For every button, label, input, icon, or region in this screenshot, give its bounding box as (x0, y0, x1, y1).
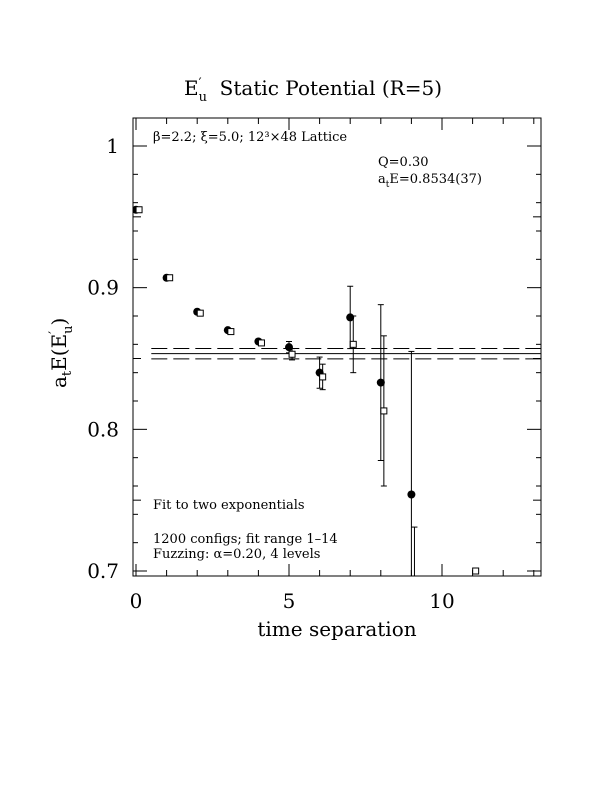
lattice-label: β=2.2; ξ=5.0; 12³×48 Lattice (153, 130, 347, 145)
fuzzing-label: Fuzzing: α=0.20, 4 levels (153, 547, 320, 562)
data-point-square (472, 567, 480, 575)
data-point-square (227, 328, 235, 336)
title-sup: ′ (199, 76, 202, 91)
fit-band (151, 347, 541, 360)
data-point-square (166, 274, 174, 282)
data-point-square (196, 309, 204, 317)
data-point-square (380, 407, 388, 415)
y-tick-label: 0.8 (87, 417, 119, 441)
data-point-square (288, 350, 296, 358)
y-tick-label: 1 (106, 134, 119, 158)
data-point-circle (407, 490, 416, 499)
x-tick-label: 10 (429, 589, 454, 613)
y-tick-label: 0.9 (87, 276, 119, 300)
configs-label: 1200 configs; fit range 1–14 (153, 532, 338, 547)
data-point-square (349, 340, 357, 348)
x-tick-label: 0 (130, 589, 143, 613)
chart-title: E′ u Static Potential (R=5) (184, 76, 442, 105)
data-point-square (319, 373, 327, 381)
q-label: Q=0.30 (378, 155, 429, 170)
data-point-circle (346, 313, 355, 322)
data-point-square (257, 339, 265, 347)
title-sub: u (199, 90, 207, 105)
fit-energy-label: atE=0.8534(37) (378, 172, 482, 190)
data-point-square (411, 588, 417, 594)
y-axis-label: atE(E′u) (47, 318, 76, 388)
data-series (133, 205, 480, 594)
axis-ticks: 0.70.80.910 5 10 (87, 118, 541, 613)
data-point-circle (376, 378, 385, 387)
y-tick-label: 0.7 (87, 559, 119, 583)
data-point-square (135, 206, 143, 214)
plot-frame (132, 117, 542, 577)
data-point-circle (285, 343, 293, 352)
x-axis-label: time separation (257, 617, 416, 641)
x-tick-label: 5 (283, 589, 296, 613)
title-prefix: E (184, 76, 199, 100)
title-rest: Static Potential (R=5) (207, 76, 442, 100)
fit-method-label: Fit to two exponentials (153, 498, 305, 513)
